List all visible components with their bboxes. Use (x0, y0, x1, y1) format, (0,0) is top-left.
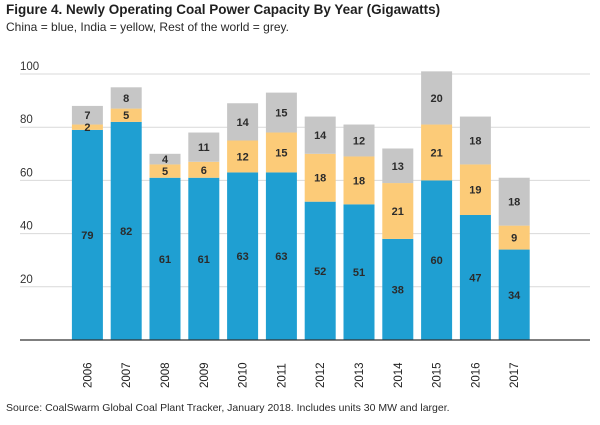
bar-segment-india (304, 153, 336, 202)
x-tick-label: 2016 (470, 362, 482, 388)
y-tick-label: 100 (20, 61, 39, 73)
value-label-india: 18 (314, 173, 326, 185)
bar-segment-rest (459, 116, 491, 165)
value-label-india: 21 (392, 206, 404, 218)
value-label-rest: 18 (469, 136, 481, 148)
bar-segment-india (149, 164, 181, 178)
x-tick-label: 2012 (315, 362, 327, 388)
chart-title: Figure 4. Newly Operating Coal Power Cap… (6, 2, 441, 17)
chart-subtitle: China = blue, India = yellow, Rest of th… (6, 20, 289, 34)
value-label-india: 21 (430, 147, 442, 159)
bar-segment-china (71, 129, 103, 340)
bar-segment-rest (227, 103, 259, 141)
value-label-rest: 15 (275, 108, 287, 120)
value-label-china: 47 (469, 272, 481, 284)
bar-segment-rest (71, 105, 103, 125)
bar-segment-india (343, 156, 375, 205)
bar-segment-india (421, 124, 453, 181)
bar-segment-china (304, 201, 336, 340)
value-label-china: 61 (198, 254, 210, 266)
bar-segment-china (343, 204, 375, 340)
value-label-india: 9 (511, 233, 517, 245)
bar-segment-rest (149, 153, 181, 165)
value-label-china: 38 (392, 284, 404, 296)
bar-segment-india (188, 161, 220, 178)
bar-segment-india (227, 140, 259, 173)
value-label-china: 52 (314, 266, 326, 278)
value-label-india: 18 (353, 175, 365, 187)
value-label-rest: 18 (508, 197, 520, 209)
value-label-india: 12 (236, 151, 248, 163)
value-label-india: 19 (469, 185, 481, 197)
bar-segment-china (382, 238, 414, 340)
value-label-rest: 14 (314, 130, 327, 142)
bar-segment-china (498, 249, 530, 340)
value-label-china: 79 (81, 230, 93, 242)
x-tick-label: 2014 (393, 362, 405, 388)
bar-segment-rest (382, 148, 414, 184)
value-label-china: 34 (508, 290, 521, 302)
bars (71, 71, 530, 340)
value-label-india: 5 (162, 166, 168, 178)
value-label-rest: 20 (430, 93, 442, 105)
x-tick-label: 2007 (121, 362, 133, 388)
bar-segment-india (71, 124, 103, 130)
x-tick-label: 2013 (354, 362, 366, 388)
y-tick-label: 80 (20, 114, 33, 126)
bar-segment-rest (188, 132, 220, 162)
value-label-china: 51 (353, 267, 365, 279)
bar-segment-china (227, 172, 259, 340)
value-label-rest: 13 (392, 161, 404, 173)
bar-segment-india (265, 132, 297, 173)
value-labels: 7927825861546161163121463151552181451181… (81, 93, 521, 302)
source-note: Source: CoalSwarm Global Coal Plant Trac… (6, 402, 450, 414)
bar-segment-india (382, 183, 414, 239)
bar-segment-rest (421, 71, 453, 125)
value-label-rest: 14 (236, 117, 249, 129)
y-tick-label: 60 (20, 167, 33, 179)
value-label-china: 63 (275, 251, 287, 263)
bar-segment-china (188, 177, 220, 340)
value-label-india: 5 (123, 110, 129, 122)
bar-segment-rest (343, 124, 375, 157)
bar-segment-china (149, 177, 181, 340)
value-label-china: 63 (236, 251, 248, 263)
x-tick-label: 2011 (276, 363, 288, 388)
bar-segment-rest (110, 87, 142, 109)
y-axis-ticks: 20 40 60 80 100 (20, 61, 39, 286)
bar-segment-india (498, 225, 530, 250)
bar-segment-rest (304, 116, 336, 154)
x-tick-label: 2015 (432, 362, 444, 388)
x-tick-label: 2008 (160, 362, 172, 388)
y-tick-label: 20 (20, 274, 33, 286)
bar-segment-china (421, 180, 453, 340)
value-label-rest: 8 (123, 93, 129, 105)
x-tick-label: 2010 (238, 362, 250, 388)
value-label-china: 61 (159, 254, 171, 266)
value-label-china: 82 (120, 226, 132, 238)
bar-segment-rest (265, 92, 297, 133)
bar-segment-india (459, 164, 491, 215)
y-tick-label: 40 (20, 221, 33, 233)
bar-segment-rest (498, 177, 530, 226)
value-label-china: 60 (430, 255, 442, 267)
x-axis-ticks: 2006 2007 2008 2009 2010 2011 2012 2013 2014 2015… (82, 362, 521, 388)
value-label-rest: 4 (162, 154, 169, 166)
x-tick-label: 2006 (82, 362, 94, 388)
value-label-india: 15 (275, 147, 287, 159)
value-label-india: 2 (84, 122, 90, 134)
value-label-rest: 11 (198, 142, 210, 154)
value-label-rest: 12 (353, 136, 365, 148)
x-tick-label: 2009 (199, 362, 211, 388)
value-label-india: 6 (201, 165, 207, 177)
value-label-rest: 7 (84, 110, 90, 122)
x-tick-label: 2017 (509, 362, 521, 388)
bar-segment-china (110, 121, 142, 340)
bar-segment-china (265, 172, 297, 340)
bar-segment-china (459, 214, 491, 340)
bar-segment-india (110, 108, 142, 122)
